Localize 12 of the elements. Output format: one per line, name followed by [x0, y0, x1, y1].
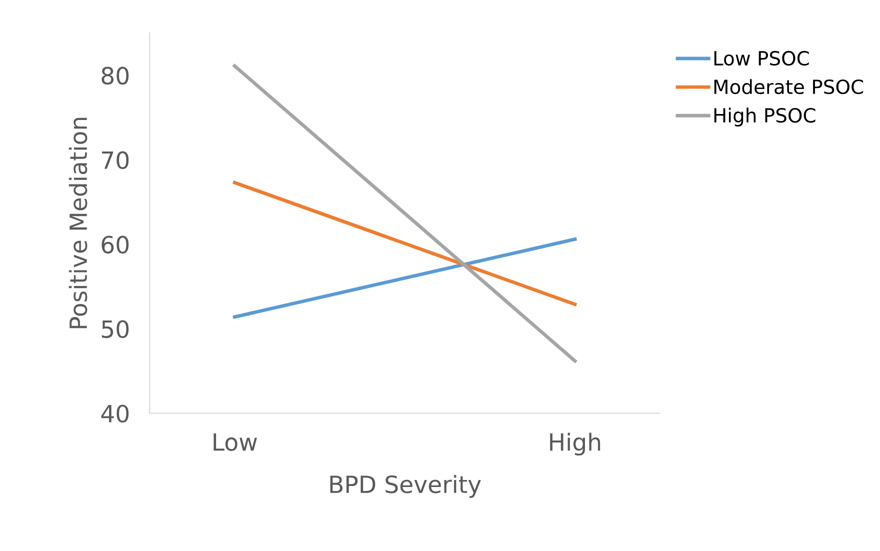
legend-label: High PSOC: [714, 108, 816, 126]
x-tick-label: High: [550, 432, 600, 456]
x-axis-title: BPD Severity: [330, 474, 481, 498]
legend-label: Moderate PSOC: [714, 79, 864, 94]
y-tick-label: 40: [101, 404, 129, 423]
y-tick-label: 70: [102, 151, 129, 170]
x-tick-label: Low: [214, 433, 257, 451]
y-axis-title: Positive Mediation: [68, 118, 88, 328]
y-tick-label: 80: [102, 66, 129, 85]
y-tick-label: 50: [102, 320, 129, 338]
y-tick-label: 60: [102, 236, 129, 254]
legend-label: Low PSOC: [714, 50, 809, 66]
